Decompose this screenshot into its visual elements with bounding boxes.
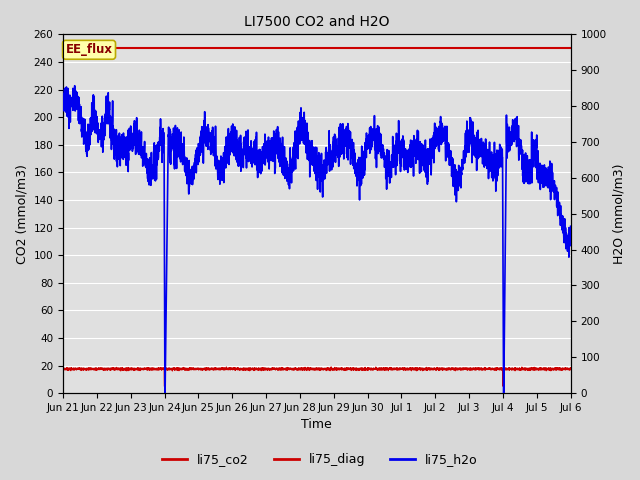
X-axis label: Time: Time (301, 419, 332, 432)
Title: LI7500 CO2 and H2O: LI7500 CO2 and H2O (244, 15, 390, 29)
Legend: li75_co2, li75_diag, li75_h2o: li75_co2, li75_diag, li75_h2o (157, 448, 483, 471)
Y-axis label: CO2 (mmol/m3): CO2 (mmol/m3) (15, 164, 28, 264)
Y-axis label: H2O (mmol/m3): H2O (mmol/m3) (612, 164, 625, 264)
Text: EE_flux: EE_flux (65, 43, 113, 56)
